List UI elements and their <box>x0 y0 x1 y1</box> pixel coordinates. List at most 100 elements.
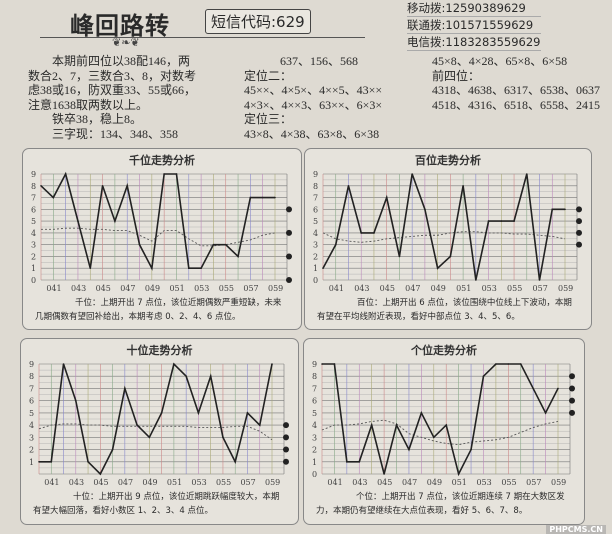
line: 定位三： <box>244 112 293 126</box>
line: 4×3×、4××3、63××、6×3× <box>244 97 383 112</box>
phone-unicom: 联通拨:101571559629 <box>407 17 541 34</box>
x-tick-label: 057 <box>526 478 541 487</box>
data-point <box>175 173 178 175</box>
pick-dot <box>569 397 575 404</box>
y-tick-label: 7 <box>312 384 317 393</box>
y-tick-label: 6 <box>31 205 36 214</box>
data-point <box>557 387 559 390</box>
y-tick-label: 9 <box>312 360 317 369</box>
x-tick-label: 043 <box>71 284 86 293</box>
pick-dot <box>569 373 575 380</box>
y-tick-label: 3 <box>312 433 317 442</box>
data-point <box>482 375 485 378</box>
value-line <box>322 173 565 281</box>
data-point <box>64 173 67 175</box>
y-tick-label: 6 <box>29 397 34 406</box>
x-tick-label: 049 <box>145 284 160 293</box>
data-point <box>163 173 165 175</box>
value-line <box>322 363 559 477</box>
y-tick-label: 4 <box>313 229 318 238</box>
average-line <box>322 231 566 243</box>
chart-caption: 十位：上期开出 9 点位，该位近期跳跃幅度较大，本期有望大幅回落，看好小数区 1… <box>33 492 280 516</box>
x-tick-label: 047 <box>405 284 420 293</box>
data-point <box>136 424 138 426</box>
analysis-column-1: 本期前四位以38配146，两数合2、7，三数合3、8，对数考虑38或16，防双重… <box>28 54 200 141</box>
data-point <box>209 375 212 378</box>
data-point <box>457 473 460 475</box>
line: 前四位： <box>432 68 481 83</box>
data-point <box>185 375 187 378</box>
data-point <box>151 267 153 270</box>
data-point <box>398 255 401 258</box>
line: 45××、4×5×、4××5、43×× <box>244 83 383 97</box>
data-point <box>212 243 215 246</box>
data-point <box>525 173 528 175</box>
x-tick-label: 055 <box>501 478 516 487</box>
x-tick-label: 047 <box>120 284 135 293</box>
pick-dot <box>576 218 582 225</box>
data-point <box>160 412 163 414</box>
chart-title: 百位走势分析 <box>415 154 481 167</box>
phone-list: 移动拨:12590389629 联通拨:101571559629 电信拨:118… <box>407 0 541 51</box>
data-point <box>52 196 55 199</box>
x-tick-label: 055 <box>219 284 234 293</box>
column-title: 峰回路转 <box>70 12 170 40</box>
pick-dot <box>286 277 292 283</box>
pick-dot <box>283 446 289 453</box>
y-tick-label: 7 <box>313 194 318 203</box>
data-point <box>347 184 350 187</box>
x-tick-label: 057 <box>243 284 258 293</box>
data-point <box>495 363 497 365</box>
chart-caption: 百位：上期开出 6 点位，该位围绕中位线上下波动，本期有望在平均线附近表现，看好… <box>317 298 572 322</box>
data-point <box>40 184 42 187</box>
chart-plot: 0 1 2 3 4 5 6 7 8 9 041 043 045 047 049 051 053 055 057 059 <box>31 170 292 293</box>
y-tick-label: 2 <box>31 252 36 261</box>
x-tick-label: 053 <box>194 284 209 293</box>
y-tick-label: 5 <box>29 409 34 418</box>
x-tick-label: 045 <box>93 478 108 487</box>
data-point <box>187 267 190 270</box>
y-tick-label: 1 <box>312 458 317 467</box>
chart-plot: 0 1 2 3 4 5 6 7 8 9 041 043 045 047 049 051 053 055 057 059 <box>313 170 582 293</box>
data-point <box>445 424 448 426</box>
y-tick-label: 5 <box>31 217 36 226</box>
chart-title: 个位走势分析 <box>411 344 477 357</box>
y-tick-label: 8 <box>312 372 317 381</box>
data-point <box>358 460 361 463</box>
line: 43×8、4×38、63×8、6×38 <box>244 126 380 141</box>
x-tick-label: 041 <box>44 478 59 487</box>
value-line <box>40 171 275 271</box>
x-tick-label: 041 <box>327 478 342 487</box>
data-point <box>513 220 515 222</box>
y-tick-label: 8 <box>29 372 34 381</box>
data-point <box>274 196 276 199</box>
chart-plot: 1 2 3 4 5 6 7 8 9 041 043 045 047 049 051 053 055 057 059 <box>29 360 289 487</box>
y-tick-label: 8 <box>31 182 36 191</box>
data-point <box>258 424 261 426</box>
data-point <box>246 412 249 414</box>
data-point <box>38 460 40 463</box>
pick-dot <box>576 206 582 213</box>
paragraph: 本期前四位以38配146，两数合2、7，三数合3、8，对数考虑38或16，防双重… <box>28 54 197 112</box>
ornament-icon: ❦❧❦ <box>112 36 140 49</box>
y-tick-label: 3 <box>313 241 318 250</box>
x-tick-label: 045 <box>96 284 111 293</box>
y-tick-label: 1 <box>31 264 36 273</box>
y-tick-label: 7 <box>31 194 36 203</box>
y-tick-label: 0 <box>312 470 317 479</box>
pick-dot <box>283 458 289 465</box>
phone-mobile: 移动拨:12590389629 <box>407 0 541 17</box>
line: 637、156、568 <box>280 54 359 68</box>
data-point <box>222 436 224 439</box>
y-tick-label: 6 <box>313 205 318 214</box>
data-point <box>507 363 510 365</box>
x-tick-label: 053 <box>191 478 206 487</box>
x-tick-label: 055 <box>507 284 522 293</box>
data-point <box>321 363 323 365</box>
x-tick-label: 049 <box>431 284 446 293</box>
x-tick-label: 049 <box>142 478 157 487</box>
data-point <box>408 448 410 451</box>
data-point <box>383 473 385 475</box>
data-point <box>87 460 89 463</box>
data-point <box>424 208 426 211</box>
